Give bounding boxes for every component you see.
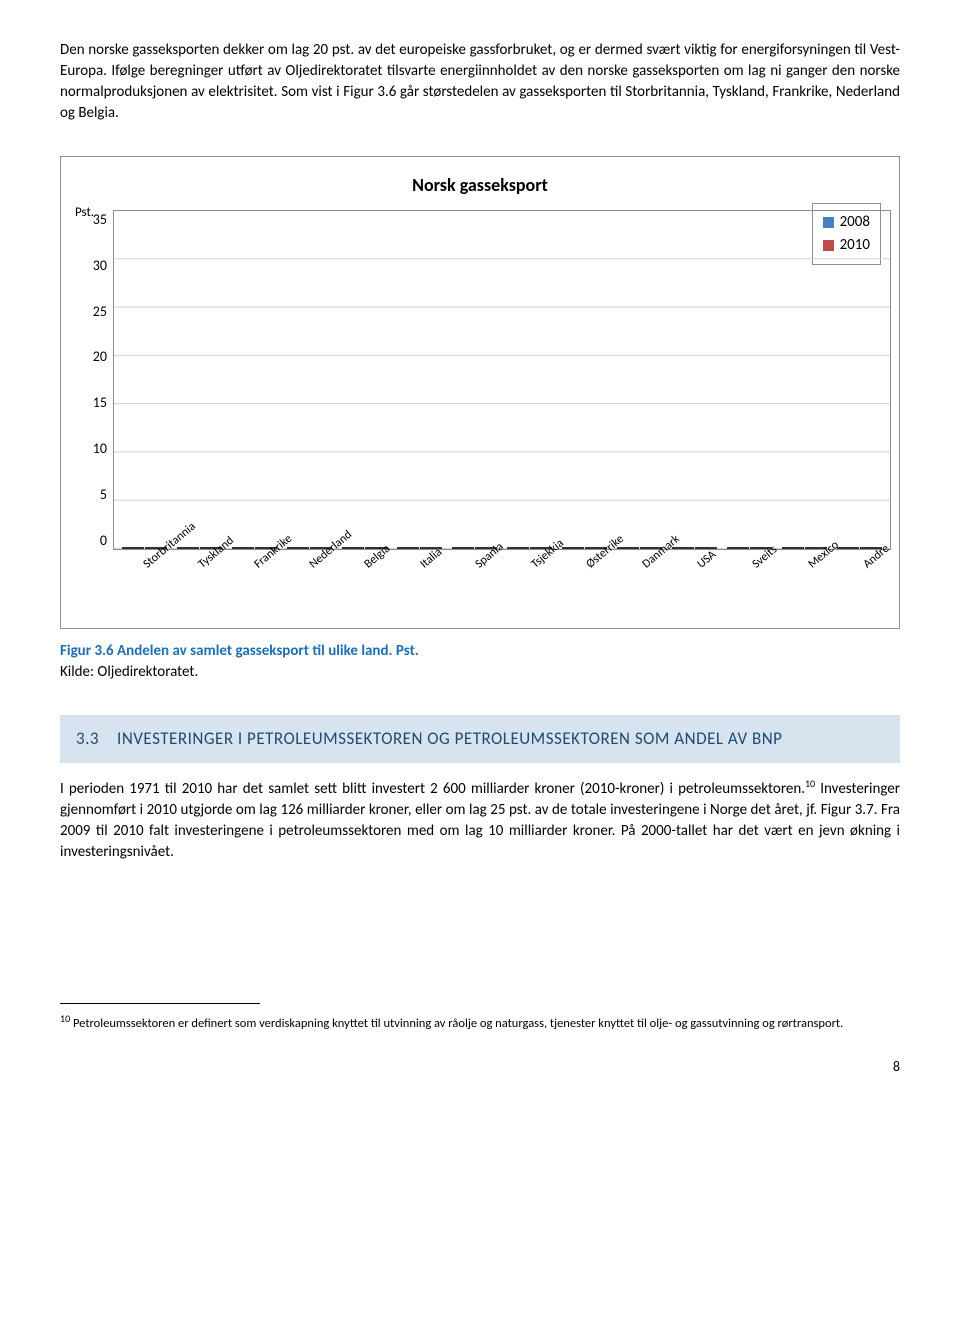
- bar-groups: [114, 211, 890, 549]
- y-axis-unit: Pst.: [75, 204, 94, 222]
- x-tick: Spania: [448, 556, 497, 620]
- bar: [727, 547, 749, 549]
- x-tick: Danmark: [614, 556, 663, 620]
- y-tick: 30: [93, 256, 107, 276]
- y-tick: 20: [93, 347, 107, 367]
- footnote-separator: [60, 1003, 260, 1004]
- y-tick: 5: [100, 485, 107, 505]
- bar: [397, 547, 419, 549]
- footnote: 10 Petroleumssektoren er definert som ve…: [60, 1012, 900, 1033]
- x-tick: Østerrike: [558, 556, 607, 620]
- x-tick: Nederland: [281, 556, 330, 620]
- bar: [507, 547, 529, 549]
- plot-area: [113, 210, 891, 550]
- x-tick: Frankrike: [226, 556, 275, 620]
- x-tick: Italia: [392, 556, 441, 620]
- chart-title: Norsk gasseksport: [69, 173, 891, 198]
- bar: [122, 547, 144, 549]
- bar: [782, 547, 804, 549]
- chart-container: Norsk gasseksport 2008 2010 Pst. 35 30 2…: [60, 156, 900, 629]
- section-number: 3.3: [76, 728, 99, 749]
- footnote-number: 10: [60, 1012, 70, 1025]
- y-tick: 25: [93, 302, 107, 322]
- footnote-text: Petroleumssektoren er definert som verdi…: [70, 1016, 843, 1031]
- bar: [452, 547, 474, 549]
- para2-part-a: I perioden 1971 til 2010 har det samlet …: [60, 780, 805, 798]
- chart-plot: Pst. 35 30 25 20 15 10 5 0: [73, 210, 891, 550]
- paragraph-section: I perioden 1971 til 2010 har det samlet …: [60, 777, 900, 863]
- x-tick: Andre: [835, 556, 884, 620]
- y-tick: 10: [93, 439, 107, 459]
- x-tick-label: USA: [694, 547, 720, 573]
- x-tick: Mexico: [780, 556, 829, 620]
- section-heading: 3.3 INVESTERINGER I PETROLEUMSSEKTOREN OG…: [60, 715, 900, 763]
- figure-source: Kilde: Oljedirektoratet.: [60, 662, 900, 683]
- x-tick: USA: [669, 556, 718, 620]
- footnote-ref: 10: [805, 777, 815, 790]
- page-number: 8: [60, 1057, 900, 1077]
- x-axis: StorbritanniaTysklandFrankrikeNederlandB…: [109, 550, 891, 620]
- x-tick: Belgia: [337, 556, 386, 620]
- y-tick: 0: [100, 531, 107, 551]
- y-tick: 15: [93, 393, 107, 413]
- figure-caption: Figur 3.6 Andelen av samlet gasseksport …: [60, 641, 900, 662]
- paragraph-intro: Den norske gasseksporten dekker om lag 2…: [60, 40, 900, 124]
- x-tick: Storbritannia: [115, 556, 164, 620]
- y-axis: Pst. 35 30 25 20 15 10 5 0: [73, 210, 113, 550]
- section-title: INVESTERINGER I PETROLEUMSSEKTOREN OG PE…: [117, 728, 782, 749]
- x-tick: Sveits: [725, 556, 774, 620]
- x-tick: Tyskland: [170, 556, 219, 620]
- y-tick: 35: [93, 210, 107, 230]
- x-tick: Tsjekkia: [503, 556, 552, 620]
